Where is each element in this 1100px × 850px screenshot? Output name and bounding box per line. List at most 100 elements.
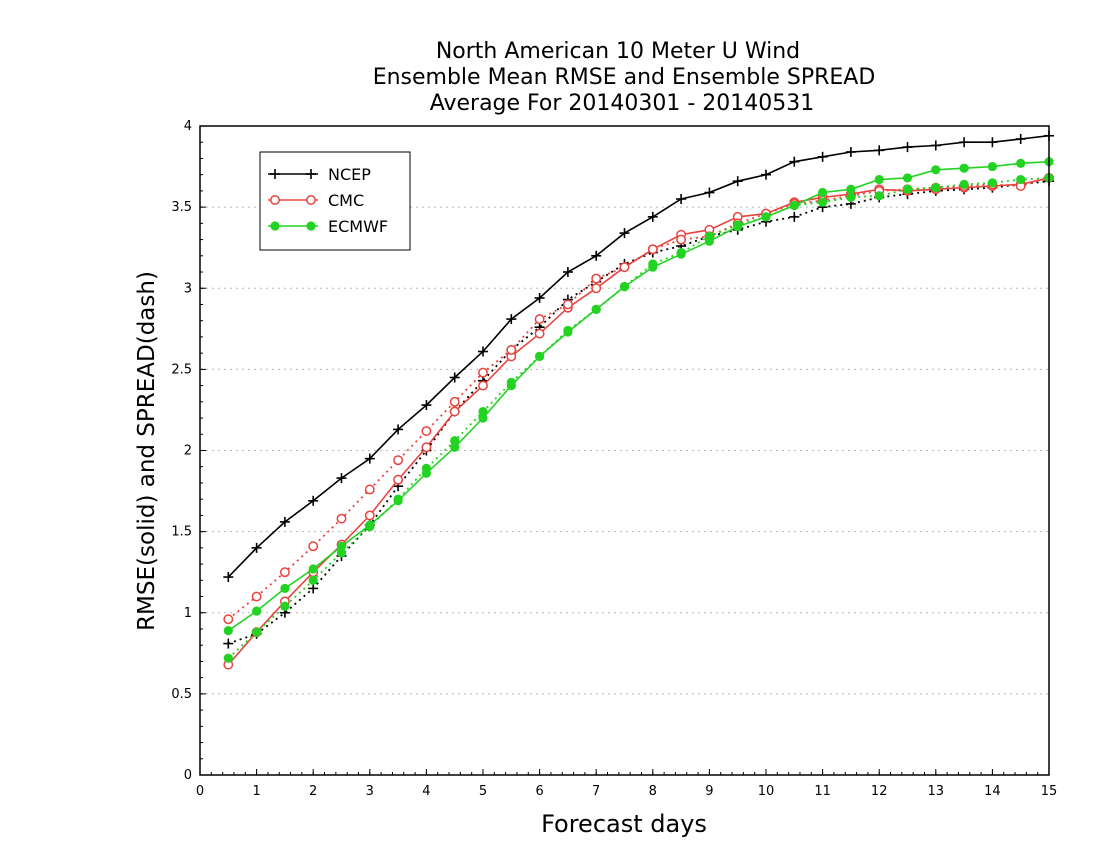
gridlines — [200, 206, 1049, 695]
data-point — [591, 304, 601, 314]
x-tick-label: 8 — [649, 784, 657, 799]
data-point — [308, 541, 319, 552]
data-point — [845, 146, 856, 157]
data-point — [251, 591, 262, 602]
data-point — [421, 400, 432, 411]
data-point — [761, 169, 771, 180]
legend-box — [259, 151, 411, 251]
data-point — [676, 247, 686, 258]
data-point — [562, 299, 573, 310]
y-tick-label: 3 — [184, 281, 192, 296]
x-tick-label: 7 — [592, 784, 600, 799]
data-point — [280, 601, 290, 611]
data-point — [1016, 158, 1026, 168]
legend-marker — [270, 195, 280, 205]
series-line — [227, 177, 1050, 659]
x-tick-label: 0 — [196, 784, 204, 799]
data-point — [902, 173, 913, 183]
data-point — [562, 267, 573, 278]
data-point — [789, 200, 799, 211]
data-point — [931, 183, 941, 193]
series-5-dash — [223, 173, 1054, 663]
legend-label: NCEP — [328, 165, 371, 184]
x-tick-label: 14 — [984, 784, 1001, 799]
data-point — [506, 377, 516, 387]
data-point — [308, 583, 319, 594]
data-point — [591, 283, 602, 294]
data-point — [478, 367, 488, 378]
data-point — [252, 627, 262, 637]
series-line — [227, 177, 1050, 666]
data-point — [364, 484, 375, 495]
data-point — [449, 396, 460, 407]
data-point — [959, 137, 970, 148]
legend-marker — [306, 169, 316, 179]
data-point — [789, 156, 800, 167]
data-point — [308, 495, 319, 506]
data-point — [733, 220, 743, 230]
series-line — [228, 180, 1050, 645]
data-point — [336, 473, 347, 484]
data-point — [591, 250, 602, 261]
data-point — [846, 184, 856, 194]
data-point — [619, 262, 630, 273]
y-tick-label: 3.5 — [171, 200, 192, 215]
data-point — [478, 346, 488, 357]
x-tick-label: 12 — [871, 784, 888, 799]
legend-marker — [306, 195, 316, 205]
data-point — [223, 653, 233, 663]
x-tick-label: 9 — [705, 784, 713, 799]
data-point — [959, 179, 969, 190]
legend-marker — [270, 221, 280, 231]
data-point — [902, 142, 913, 153]
data-point — [421, 426, 432, 436]
data-point — [223, 572, 234, 583]
y-tick-label: 2 — [184, 444, 192, 459]
y-tick-label: 1.5 — [171, 525, 192, 540]
y-tick-label: 1 — [184, 606, 192, 621]
data-point — [647, 211, 658, 222]
data-point — [364, 510, 375, 521]
axis-ticks: 00.511.522.533.540 1 2 3 4 5 6 7 8 9 10 11 12 13 14 15 — [171, 119, 1057, 799]
data-point — [987, 137, 998, 148]
chart-title-line-2: Ensemble Mean RMSE and Ensemble SPREAD — [373, 65, 876, 90]
x-tick-label: 5 — [479, 784, 487, 799]
data-point — [336, 548, 347, 558]
legend-label: CMC — [328, 191, 364, 210]
legend-marker — [306, 221, 316, 231]
data-point — [251, 542, 262, 553]
data-point — [393, 424, 404, 435]
data-point — [535, 351, 545, 361]
data-point — [789, 211, 800, 222]
y-tick-label: 2.5 — [171, 362, 192, 377]
data-point — [987, 161, 998, 172]
data-point — [676, 234, 687, 245]
data-point — [930, 140, 941, 151]
data-point — [393, 474, 404, 485]
chart-title-line-1: North American 10 Meter U Wind — [436, 39, 800, 64]
x-tick-label: 1 — [252, 784, 260, 799]
data-point — [902, 184, 913, 194]
data-point — [676, 194, 687, 205]
x-tick-label: 6 — [535, 784, 543, 799]
data-point — [223, 638, 234, 649]
data-point — [874, 174, 884, 185]
data-point — [393, 455, 404, 466]
data-point — [450, 436, 460, 446]
x-tick-label: 4 — [422, 784, 430, 799]
data-point — [874, 191, 884, 201]
data-point — [704, 231, 715, 241]
chart-title-line-3: Average For 20140301 - 20140531 — [430, 91, 815, 116]
data-point — [336, 541, 347, 551]
data-point — [279, 516, 290, 527]
x-tick-label: 13 — [928, 784, 945, 799]
data-point — [648, 259, 658, 269]
legend-entry: CMC — [268, 191, 364, 210]
data-point — [506, 314, 517, 325]
data-point — [732, 176, 743, 187]
data-point — [761, 212, 771, 222]
legend-entry: NCEP — [268, 165, 371, 184]
data-point — [279, 567, 290, 578]
x-tick-label: 11 — [814, 784, 831, 799]
data-point — [478, 380, 488, 391]
